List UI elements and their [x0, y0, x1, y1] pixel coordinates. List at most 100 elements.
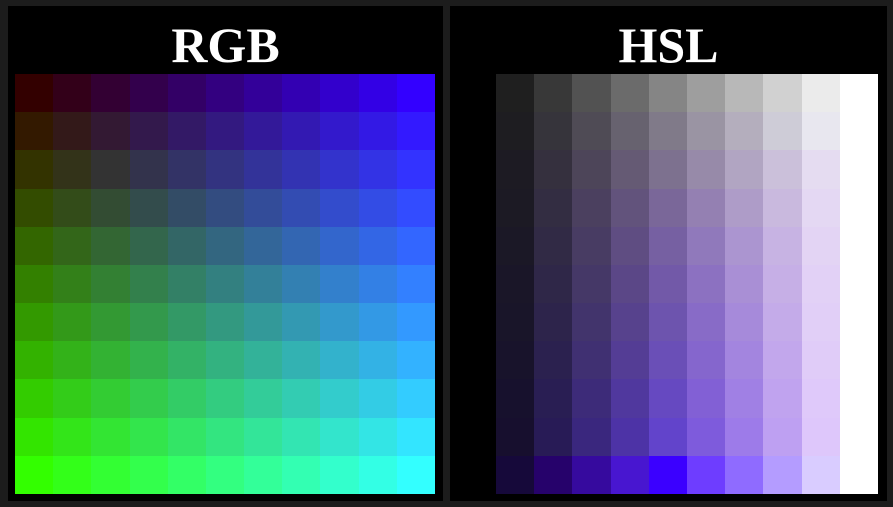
hsl-swatch	[725, 189, 763, 227]
rgb-swatch	[282, 379, 320, 418]
hsl-swatch	[725, 150, 763, 189]
rgb-swatch	[206, 227, 244, 265]
hsl-swatch	[572, 112, 611, 150]
hsl-swatch	[687, 265, 725, 303]
rgb-swatch	[91, 189, 130, 227]
hsl-swatch	[687, 418, 725, 456]
rgb-swatch	[244, 265, 282, 303]
rgb-swatch	[397, 227, 435, 265]
hsl-swatch	[611, 456, 649, 494]
rgb-swatch	[320, 189, 359, 227]
rgb-swatch	[244, 150, 282, 189]
rgb-swatch	[397, 150, 435, 189]
hsl-swatch	[763, 112, 802, 150]
hsl-color-grid	[496, 74, 878, 494]
rgb-swatch	[320, 227, 359, 265]
hsl-swatch	[649, 379, 687, 418]
rgb-swatch	[53, 379, 91, 418]
hsl-swatch	[802, 341, 840, 379]
rgb-swatch	[359, 418, 397, 456]
hsl-swatch	[534, 303, 572, 341]
rgb-swatch	[130, 341, 168, 379]
rgb-swatch	[320, 456, 359, 494]
hsl-swatch	[572, 265, 611, 303]
hsl-swatch	[725, 74, 763, 112]
hsl-swatch	[534, 341, 572, 379]
rgb-swatch	[206, 379, 244, 418]
hsl-swatch	[802, 227, 840, 265]
rgb-swatch	[282, 418, 320, 456]
rgb-swatch	[15, 418, 53, 456]
rgb-swatch	[320, 74, 359, 112]
hsl-swatch	[687, 189, 725, 227]
hsl-swatch	[534, 456, 572, 494]
rgb-swatch	[244, 227, 282, 265]
hsl-swatch	[496, 303, 534, 341]
rgb-swatch	[397, 303, 435, 341]
hsl-swatch	[725, 379, 763, 418]
rgb-swatch	[130, 150, 168, 189]
rgb-swatch	[282, 150, 320, 189]
rgb-swatch	[168, 379, 206, 418]
rgb-swatch	[15, 379, 53, 418]
rgb-swatch	[53, 74, 91, 112]
rgb-swatch	[206, 341, 244, 379]
hsl-swatch	[802, 150, 840, 189]
hsl-swatch	[572, 74, 611, 112]
hsl-swatch	[572, 379, 611, 418]
rgb-swatch	[168, 456, 206, 494]
rgb-swatch	[397, 341, 435, 379]
rgb-swatch	[168, 150, 206, 189]
hsl-swatch	[840, 150, 878, 189]
hsl-swatch	[802, 303, 840, 341]
rgb-swatch	[168, 265, 206, 303]
hsl-swatch	[763, 265, 802, 303]
hsl-swatch	[572, 150, 611, 189]
hsl-swatch	[763, 456, 802, 494]
rgb-swatch	[320, 303, 359, 341]
rgb-swatch	[397, 265, 435, 303]
rgb-swatch	[130, 265, 168, 303]
rgb-swatch	[130, 456, 168, 494]
hsl-swatch	[725, 341, 763, 379]
rgb-swatch	[15, 74, 53, 112]
rgb-swatch	[206, 74, 244, 112]
hsl-swatch	[496, 418, 534, 456]
rgb-swatch	[130, 112, 168, 150]
rgb-swatch	[15, 227, 53, 265]
rgb-swatch	[320, 418, 359, 456]
rgb-swatch	[130, 189, 168, 227]
hsl-panel: HSL	[450, 6, 887, 501]
hsl-swatch	[572, 456, 611, 494]
rgb-swatch	[359, 303, 397, 341]
hsl-swatch	[763, 74, 802, 112]
hsl-swatch	[840, 74, 878, 112]
rgb-swatch	[91, 379, 130, 418]
hsl-swatch	[763, 303, 802, 341]
rgb-swatch	[130, 74, 168, 112]
rgb-swatch	[244, 112, 282, 150]
hsl-swatch	[496, 74, 534, 112]
hsl-swatch	[649, 341, 687, 379]
rgb-swatch	[359, 112, 397, 150]
rgb-swatch	[91, 112, 130, 150]
hsl-swatch	[572, 303, 611, 341]
hsl-swatch	[534, 74, 572, 112]
rgb-swatch	[397, 74, 435, 112]
rgb-swatch	[397, 379, 435, 418]
hsl-swatch	[496, 379, 534, 418]
hsl-swatch	[840, 379, 878, 418]
rgb-swatch	[168, 112, 206, 150]
hsl-swatch	[840, 227, 878, 265]
rgb-swatch	[130, 227, 168, 265]
rgb-swatch	[15, 303, 53, 341]
hsl-swatch	[687, 74, 725, 112]
rgb-swatch	[359, 456, 397, 494]
rgb-swatch	[320, 112, 359, 150]
hsl-swatch	[572, 227, 611, 265]
rgb-swatch	[282, 456, 320, 494]
rgb-swatch	[15, 189, 53, 227]
hsl-swatch	[496, 265, 534, 303]
hsl-swatch	[725, 418, 763, 456]
rgb-swatch	[15, 265, 53, 303]
